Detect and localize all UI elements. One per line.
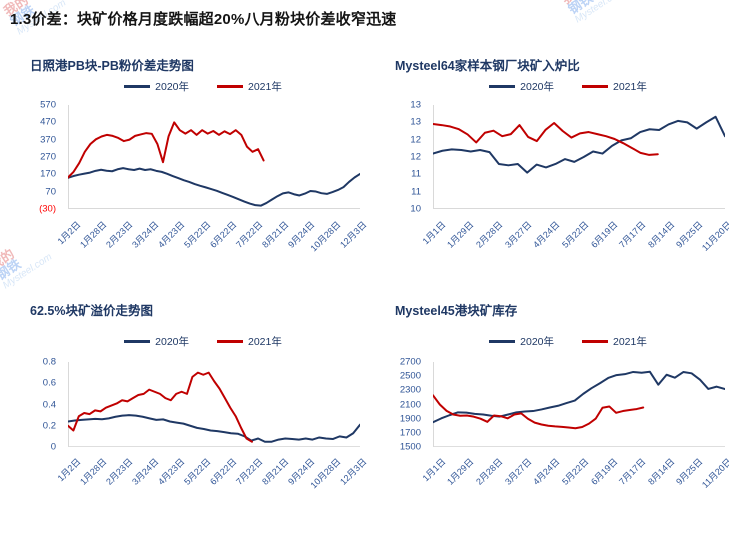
y-tick-label: 12	[410, 134, 421, 146]
legend-label-2021: 2021年	[248, 81, 282, 93]
y-tick-label: 2300	[399, 384, 421, 396]
y-tick-label: 2100	[399, 399, 421, 410]
y-tick-label: 0.2	[42, 420, 56, 432]
chart-legend: 2020年 2021年	[415, 79, 721, 94]
legend-line-swatch-2021	[217, 340, 243, 343]
chart-title: Mysteel64家样本钢厂块矿入炉比	[395, 59, 580, 73]
plot-area	[68, 362, 360, 447]
y-tick-label: (30)	[39, 203, 56, 215]
chart-legend: 2020年 2021年	[50, 334, 356, 349]
y-tick-label: 2500	[399, 370, 421, 382]
chart-legend: 2020年 2021年	[415, 334, 721, 349]
x-axis-labels: 1月1日 1月29日 2月28日 3月27日 4月24日 5月22日 6月19日 7月17日 8…	[420, 213, 729, 275]
legend-item-2021: 2021年	[582, 334, 647, 349]
legend-label-2020: 2020年	[520, 336, 554, 348]
y-tick-label: 0.6	[42, 377, 56, 389]
x-axis-labels: 1月2日 1月28日 2月23日 3月24日 4月23日 5月22日 6月22日 7月22日 8…	[55, 213, 368, 275]
y-tick-label: 470	[40, 116, 56, 128]
y-tick-label: 13	[410, 99, 421, 111]
y-tick-label: 12	[410, 151, 421, 163]
watermark-text-red: 我的	[559, 0, 589, 7]
legend-item-2020: 2020年	[124, 79, 189, 94]
legend-item-2020: 2020年	[124, 334, 189, 349]
plot-area	[433, 105, 725, 209]
legend-item-2021: 2021年	[217, 334, 282, 349]
legend-label-2020: 2020年	[155, 336, 189, 348]
y-tick-label: 70	[45, 186, 56, 198]
chart-title: 日照港PB块-PB粉价差走势图	[30, 59, 194, 73]
y-tick-label: 11	[411, 186, 421, 198]
watermark-text-blue: 钢铁	[565, 0, 596, 17]
y-axis-ticks: 570 470 370 270 170 70 (30)	[0, 100, 62, 215]
legend-line-swatch-2021	[217, 85, 243, 88]
legend-item-2020: 2020年	[489, 334, 554, 349]
y-tick-label: 170	[40, 168, 56, 180]
legend-line-swatch-2020	[124, 85, 151, 88]
plot-area	[68, 105, 360, 209]
legend-line-swatch-2020	[489, 85, 516, 88]
legend-label-2021: 2021年	[248, 336, 282, 348]
legend-line-swatch-2020	[489, 340, 516, 343]
y-tick-label: 11	[411, 168, 421, 180]
chart-panel-lump-ratio: Mysteel64家样本钢厂块矿入炉比 2020年 2021年 13 13 12 12…	[365, 45, 729, 295]
legend-item-2021: 2021年	[582, 79, 647, 94]
line-chart-port-inventory	[433, 362, 725, 447]
line-chart-lump-ratio	[433, 105, 725, 209]
legend-item-2021: 2021年	[217, 79, 282, 94]
y-tick-label: 0	[50, 441, 56, 453]
y-tick-label: 0.4	[42, 399, 56, 410]
plot-area	[433, 362, 725, 447]
legend-item-2020: 2020年	[489, 79, 554, 94]
legend-line-swatch-2021	[582, 340, 608, 343]
line-chart-lump-premium	[68, 362, 360, 447]
legend-line-swatch-2021	[582, 85, 608, 88]
page-title: 1.3价差：块矿价格月度跌幅超20%八月粉块价差收窄迅速	[10, 11, 397, 28]
report-header: 1.3价差：块矿价格月度跌幅超20%八月粉块价差收窄迅速	[10, 8, 396, 29]
y-tick-label: 270	[40, 151, 56, 163]
y-axis-ticks: 2700 2500 2300 2100 1900 1700 1500	[365, 357, 427, 453]
chart-legend: 2020年 2021年	[50, 79, 356, 94]
y-tick-label: 370	[40, 134, 56, 146]
y-axis-ticks: 13 13 12 12 11 11 10	[365, 100, 427, 215]
chart-title: 62.5%块矿溢价走势图	[30, 304, 153, 318]
chart-panel-port-inventory: Mysteel45港块矿库存 2020年 2021年 2700 2500 2300 2…	[365, 290, 729, 540]
y-tick-label: 0.8	[42, 356, 56, 368]
legend-label-2020: 2020年	[520, 81, 554, 93]
legend-label-2021: 2021年	[613, 336, 647, 348]
chart-panel-pb-spread: 日照港PB块-PB粉价差走势图 2020年 2021年 570 470 370 270…	[0, 45, 368, 295]
legend-label-2020: 2020年	[155, 81, 189, 93]
x-axis-labels: 1月1日 1月29日 2月28日 3月27日 4月24日 5月22日 6月19日 7月17日 8…	[420, 450, 729, 512]
y-tick-label: 570	[40, 99, 56, 111]
chart-title: Mysteel45港块矿库存	[395, 304, 518, 318]
x-axis-labels: 1月2日 1月28日 2月23日 3月24日 4月23日 5月22日 6月22日 7月22日 8…	[55, 450, 368, 512]
y-tick-label: 1900	[399, 413, 421, 425]
y-tick-label: 10	[410, 203, 421, 215]
legend-label-2021: 2021年	[613, 81, 647, 93]
chart-panel-lump-premium: 62.5%块矿溢价走势图 2020年 2021年 0.8 0.6 0.4 0.2 0 1…	[0, 290, 368, 540]
y-tick-label: 13	[410, 116, 421, 128]
watermark-site-text: Mysteel.com	[573, 0, 627, 26]
y-tick-label: 2700	[399, 356, 421, 368]
y-tick-label: 1700	[399, 427, 421, 439]
line-chart-pb-spread	[68, 105, 360, 209]
y-axis-ticks: 0.8 0.6 0.4 0.2 0	[0, 357, 62, 453]
legend-line-swatch-2020	[124, 340, 151, 343]
y-tick-label: 1500	[399, 441, 421, 453]
mysteel-watermark: 我的钢铁 Mysteel.com	[559, 0, 626, 31]
